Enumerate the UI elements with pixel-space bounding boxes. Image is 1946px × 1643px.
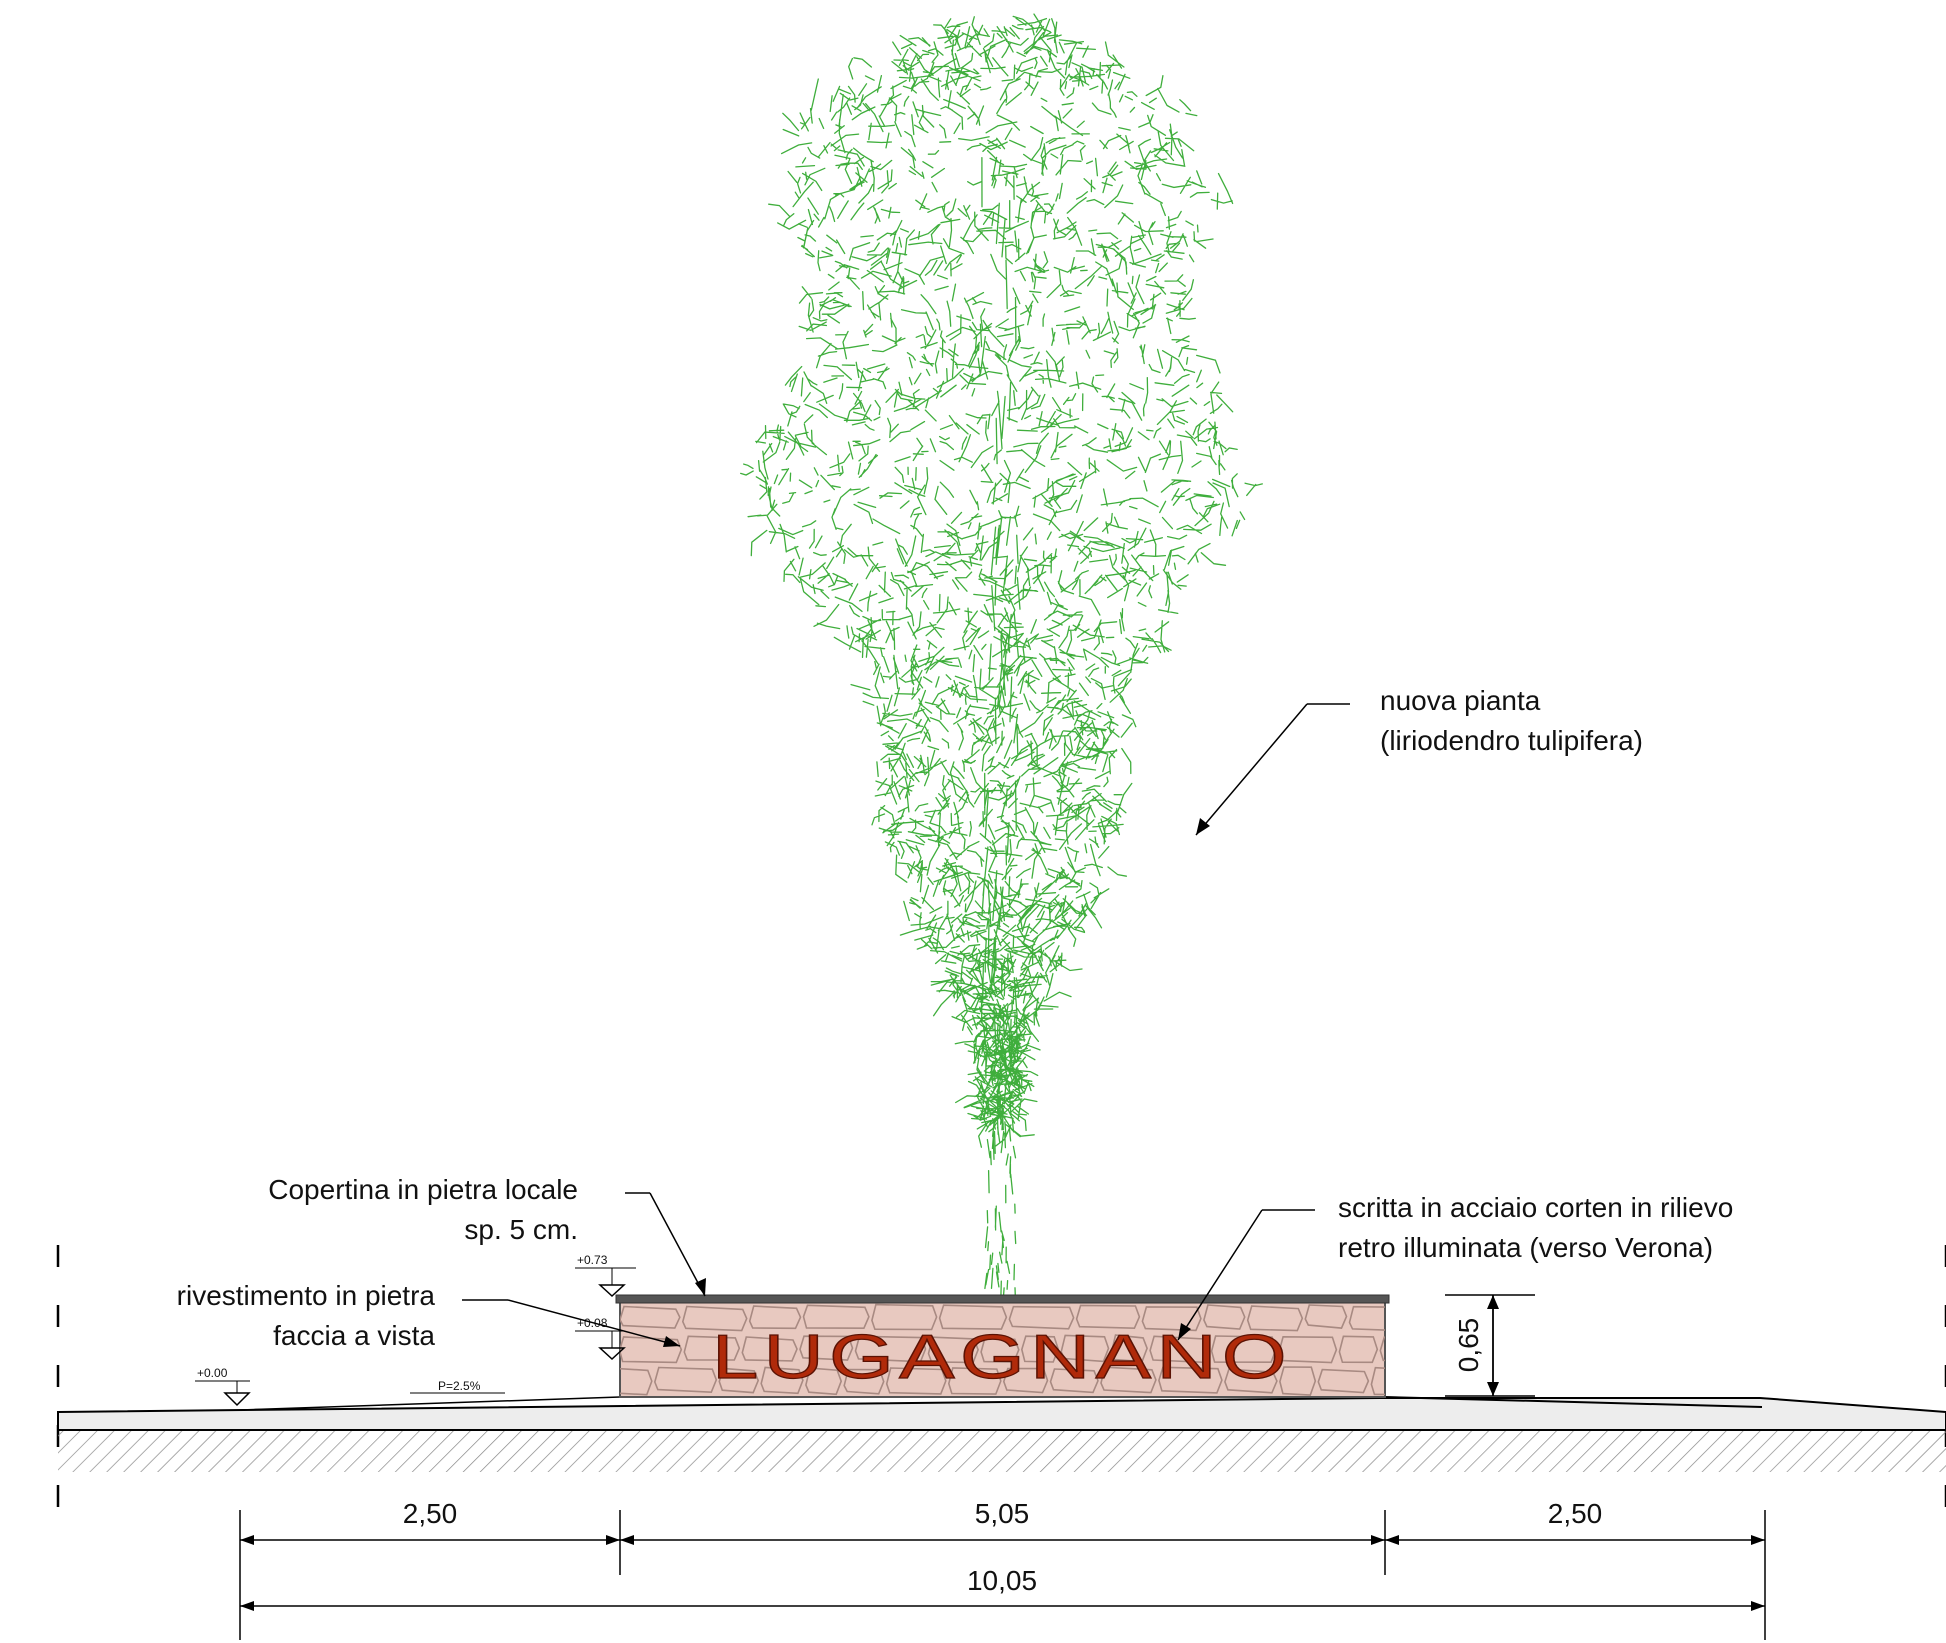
lettering-annotation-line1: scritta in acciaio corten in rilievo	[1338, 1192, 1733, 1223]
sign-lettering: LUGAGNANO	[712, 1323, 1292, 1392]
dimension-arrows	[240, 1535, 1765, 1611]
lettering-leader-arrow	[1178, 1323, 1191, 1340]
dimension-right: 2,50	[1548, 1498, 1603, 1529]
tree-annotation-line1: nuova pianta	[1380, 685, 1541, 716]
lettering-leader	[1177, 1209, 1263, 1341]
ground-hatch	[58, 1430, 1946, 1472]
level-label-ground: +0.00	[197, 1366, 228, 1380]
level-marker-base: +0.08	[575, 1316, 626, 1361]
slope-line	[239, 1396, 621, 1411]
dimension-left: 2,50	[403, 1498, 458, 1529]
slope-line-right	[1384, 1396, 1763, 1408]
pavement-slab	[57, 1397, 1946, 1431]
horizontal-dimensions	[239, 1510, 1766, 1640]
dimension-center: 5,05	[975, 1498, 1030, 1529]
planter-cap	[615, 1294, 1390, 1304]
cap-leader-arrow	[695, 1278, 706, 1296]
cap-annotation-line1: Copertina in pietra locale	[268, 1174, 578, 1205]
cladding-annotation-line1: rivestimento in pietra	[177, 1280, 436, 1311]
cladding-leader	[507, 1299, 681, 1347]
tree-foliage	[740, 13, 1263, 1305]
level-marker-ground: +0.00	[195, 1366, 251, 1407]
lettering-annotation-line2: retro illuminata (verso Verona)	[1338, 1232, 1713, 1263]
level-label-top: +0.73	[577, 1253, 608, 1267]
cladding-leader-arrow	[663, 1336, 680, 1347]
tree-leader-arrow	[1196, 818, 1210, 835]
dimension-total: 10,05	[967, 1565, 1037, 1596]
level-marker-top: +0.73	[575, 1253, 636, 1298]
cladding-annotation-line2: faccia a vista	[273, 1320, 435, 1351]
tree-leader	[1195, 703, 1308, 836]
cap-leader	[649, 1192, 706, 1297]
stone-joints	[620, 1303, 1385, 1396]
cap-annotation-line2: sp. 5 cm.	[464, 1214, 578, 1245]
height-dimension-label: 0,65	[1453, 1318, 1484, 1373]
stone-pattern	[620, 1303, 1385, 1396]
tree-annotation-line2: (liriodendro tulipifera)	[1380, 725, 1643, 756]
tree-illustration	[740, 13, 1263, 1305]
height-arrow-bottom	[1487, 1382, 1499, 1396]
height-arrow-top	[1487, 1295, 1499, 1309]
slope-label: P=2.5%	[438, 1379, 481, 1393]
